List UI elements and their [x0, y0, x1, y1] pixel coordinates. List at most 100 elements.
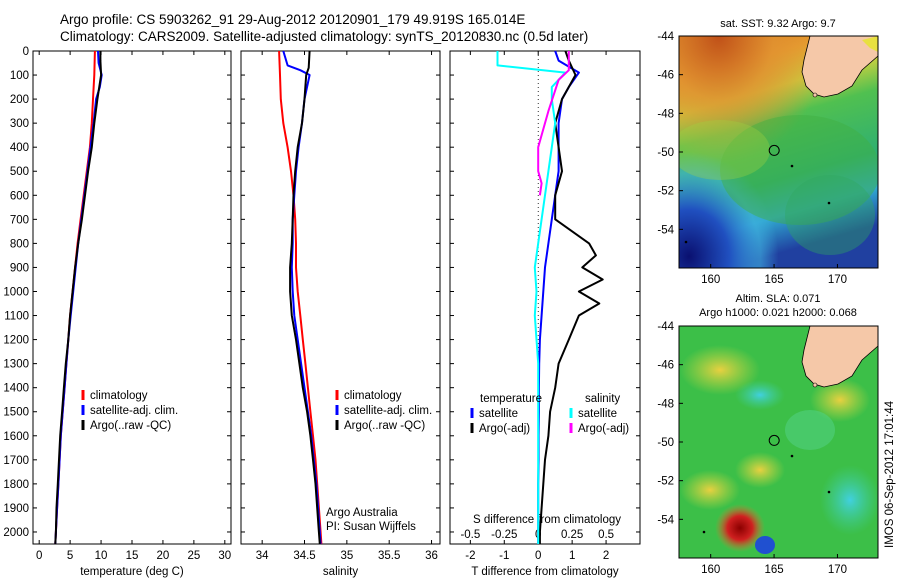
map-y-tick-label: -52 — [657, 186, 674, 198]
legend-label: Argo(-adj) — [578, 423, 629, 435]
annotation-text: PI: Susan Wijffels — [326, 521, 416, 533]
map-y-tick-label: -48 — [657, 398, 674, 410]
x-tick-label: 5 — [67, 550, 73, 562]
map-y-tick-label: -44 — [657, 321, 674, 333]
map-x-tick-label: 165 — [764, 274, 783, 286]
x-tick-label: 10 — [95, 550, 108, 562]
axes-frame — [240, 50, 441, 545]
y-tick-label: 200 — [10, 94, 29, 106]
x-axis-label: T difference from climatology — [471, 566, 618, 578]
legend-title: salinity — [585, 393, 620, 405]
land-south-island — [801, 36, 878, 98]
temperature-panel: 0100200300400500600700800900100011001200… — [3, 46, 232, 578]
x-tick-label: 20 — [157, 550, 170, 562]
map-y-tick-label: -54 — [657, 224, 674, 236]
x-tick-label: 2 — [603, 550, 609, 562]
y-tick-label: 1800 — [3, 479, 29, 491]
y-tick-label: 1700 — [3, 455, 29, 467]
legend-label: satellite-adj. clim. — [344, 405, 432, 417]
x-tick-label: 35 — [340, 550, 353, 562]
header-line-1: Argo profile: CS 5903262_91 29-Aug-2012 … — [60, 12, 525, 27]
map-x-tick-label: 165 — [764, 564, 783, 576]
y-tick-label: 1300 — [3, 359, 29, 371]
y-tick-label: 1600 — [3, 431, 29, 443]
series-line — [496, 51, 567, 544]
map-x-tick-label: 170 — [828, 274, 847, 286]
x-tick-label: 34.5 — [293, 550, 315, 562]
y-tick-label: 900 — [10, 262, 29, 274]
x-tick-label: 15 — [126, 550, 139, 562]
map-y-tick-label: -44 — [657, 31, 674, 43]
y-tick-label: 1200 — [3, 335, 29, 347]
x-tick-label: 30 — [218, 550, 231, 562]
y-tick-label: 1400 — [3, 383, 29, 395]
y-tick-label: 1000 — [3, 286, 29, 298]
map-x-tick-label: 160 — [701, 274, 720, 286]
legend-label: Argo(..raw -QC) — [90, 420, 171, 432]
sla-map-title-1: Altim. SLA: 0.071 — [736, 293, 821, 305]
x-tick-label: 0 — [36, 550, 42, 562]
legend-label: climatology — [344, 390, 402, 402]
x-tick-label: 36 — [425, 550, 438, 562]
x-tick-label: 34 — [256, 550, 269, 562]
salinity-tick-label: -0.5 — [460, 529, 480, 541]
y-tick-label: 100 — [10, 70, 29, 82]
map-y-tick-label: -50 — [657, 437, 674, 449]
y-tick-label: 0 — [23, 46, 29, 58]
y-tick-label: 300 — [10, 118, 29, 130]
annotation-text: Argo Australia — [326, 507, 398, 519]
map-x-tick-label: 160 — [701, 564, 720, 576]
x-tick-label: -1 — [499, 550, 509, 562]
legend-label: Argo(-adj) — [479, 423, 530, 435]
legend-label: climatology — [90, 390, 148, 402]
top-x-axis-label: S difference from climatology — [473, 514, 621, 526]
map-y-tick-label: -46 — [657, 360, 674, 372]
side-timestamp: IMOS 06-Sep-2012 17:01:44 — [884, 400, 896, 548]
series-line — [54, 51, 103, 545]
series-line — [537, 51, 570, 196]
salinity-tick-label: -0.25 — [491, 529, 517, 541]
sla-map: Altim. SLA: 0.071 Argo h1000: 0.021 h200… — [657, 293, 879, 576]
axes-frame — [32, 50, 232, 545]
difference-panel: -2 -1 0 1 2 T difference from climatology S di… — [449, 50, 641, 578]
x-tick-label: 0 — [535, 550, 541, 562]
salinity-panel: 34 34.5 35 35.5 36 salinity climatology satelli… — [240, 50, 441, 578]
sla-map-title-2: Argo h1000: 0.021 h2000: 0.068 — [699, 307, 857, 319]
argo-position-marker — [768, 144, 780, 156]
y-tick-label: 500 — [10, 166, 29, 178]
argo-position-marker — [768, 434, 780, 446]
legend-title: temperature — [480, 393, 542, 405]
x-axis-label: salinity — [323, 566, 358, 578]
y-tick-label: 800 — [10, 238, 29, 250]
sst-map: sat. SST: 9.32 Argo: 9.7 -44 -46 -48 -50 -52… — [657, 18, 879, 286]
y-tick-label: 1500 — [3, 407, 29, 419]
series-line — [289, 50, 321, 545]
map-y-tick-label: -52 — [657, 476, 674, 488]
legend-label: satellite — [479, 408, 518, 420]
series-line — [278, 50, 323, 545]
y-tick-label: 2000 — [3, 527, 29, 539]
y-tick-label: 600 — [10, 190, 29, 202]
header-line-2: Climatology: CARS2009. Satellite-adjuste… — [60, 29, 588, 44]
map-y-tick-label: -48 — [657, 108, 674, 120]
map-y-tick-label: -50 — [657, 147, 674, 159]
x-tick-label: 35.5 — [378, 550, 400, 562]
y-tick-label: 1900 — [3, 503, 29, 515]
x-axis-label: temperature (deg C) — [80, 566, 184, 578]
legend-label: satellite-adj. clim. — [90, 405, 178, 417]
sst-map-title: sat. SST: 9.32 Argo: 9.7 — [720, 18, 836, 30]
legend-label: satellite — [578, 408, 617, 420]
salinity-tick-label: 0.5 — [598, 529, 614, 541]
map-y-tick-label: -54 — [657, 514, 674, 526]
map-x-tick-label: 170 — [828, 564, 847, 576]
x-tick-label: 1 — [569, 550, 575, 562]
salinity-tick-label: 0.25 — [561, 529, 583, 541]
x-tick-label: 25 — [187, 550, 200, 562]
legend-label: Argo(..raw -QC) — [344, 420, 425, 432]
y-tick-label: 1100 — [4, 311, 29, 323]
y-tick-label: 400 — [10, 142, 29, 154]
map-y-tick-label: -46 — [657, 70, 674, 82]
y-tick-label: 700 — [10, 214, 29, 226]
series-line — [538, 50, 604, 544]
